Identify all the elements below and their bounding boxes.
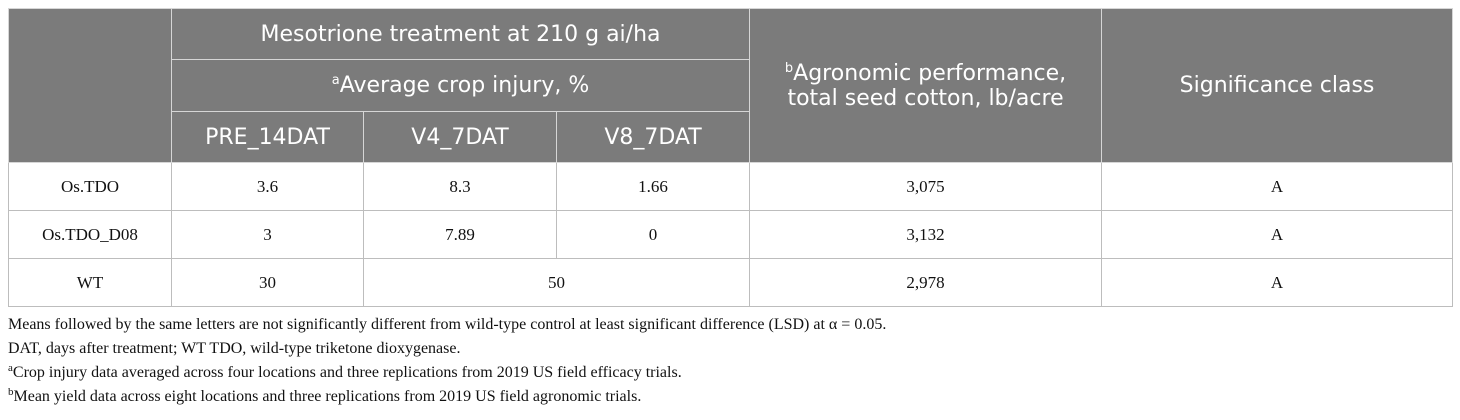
col-header-v47dat: V4_7DAT [363, 111, 557, 163]
cell-significance: A [1101, 162, 1454, 211]
table-footnotes: Means followed by the same letters are n… [8, 313, 1452, 409]
footnote-mark-b: b [784, 60, 794, 76]
significance-header: Significance class [1101, 8, 1454, 163]
cell-yield: 2,978 [749, 258, 1103, 307]
row-label: WT [8, 258, 172, 307]
yield-header-line1: Agronomic performance, [793, 60, 1067, 86]
table-row: Os.TDO 3.6 8.3 1.66 3,075 A [8, 162, 1454, 211]
injury-header-label: Average crop injury, % [339, 73, 590, 98]
cell-pre14dat: 3.6 [171, 162, 364, 211]
cell-v87dat: 0 [555, 210, 751, 259]
cell-v87dat: 1.66 [555, 162, 751, 211]
cell-significance: A [1101, 210, 1454, 259]
cell-v47dat: 7.89 [363, 210, 557, 259]
table-row: WT 30 50 2,978 A [8, 258, 1454, 307]
footnote-mark-a: a [331, 73, 340, 88]
table-row: Os.TDO_D08 3 7.89 0 3,132 A [8, 210, 1454, 259]
footnote-a: aCrop injury data averaged across four l… [8, 361, 1452, 385]
cell-v47dat: 8.3 [363, 162, 557, 211]
mesotrione-group-header: Mesotrione treatment at 210 g ai/ha [170, 8, 751, 60]
cell-pre14dat: 30 [171, 258, 364, 307]
col-header-v87dat: V8_7DAT [555, 111, 751, 163]
data-table: Mesotrione treatment at 210 g ai/ha bAgr… [8, 8, 1454, 307]
footnote-a-text: Crop injury data averaged across four lo… [12, 364, 682, 381]
footnote-b-mark: b [8, 386, 14, 398]
row-label: Os.TDO_D08 [8, 210, 172, 259]
injury-header: aAverage crop injury, % [170, 59, 751, 112]
col-header-pre14dat: PRE_14DAT [171, 111, 364, 163]
footnote-b-text: Mean yield data across eight locations a… [13, 388, 642, 405]
row-label: Os.TDO [8, 162, 172, 211]
table-container: Mesotrione treatment at 210 g ai/ha bAgr… [8, 8, 1454, 409]
yield-header-line2: total seed cotton, lb/acre [787, 85, 1064, 111]
yield-header: bAgronomic performance, total seed cotto… [749, 8, 1103, 163]
cell-pre14dat: 3 [171, 210, 364, 259]
footnote-abbreviations: DAT, days after treatment; WT TDO, wild-… [8, 340, 461, 357]
cell-yield: 3,132 [749, 210, 1103, 259]
corner-header-cell [8, 8, 172, 163]
footnote-a-mark: a [8, 362, 13, 374]
footnote-means: Means followed by the same letters are n… [8, 316, 887, 333]
cell-yield: 3,075 [749, 162, 1103, 211]
footnote-b: bMean yield data across eight locations … [8, 385, 1452, 409]
cell-v4-v8-merged: 50 [362, 258, 751, 307]
cell-significance: A [1101, 258, 1454, 307]
